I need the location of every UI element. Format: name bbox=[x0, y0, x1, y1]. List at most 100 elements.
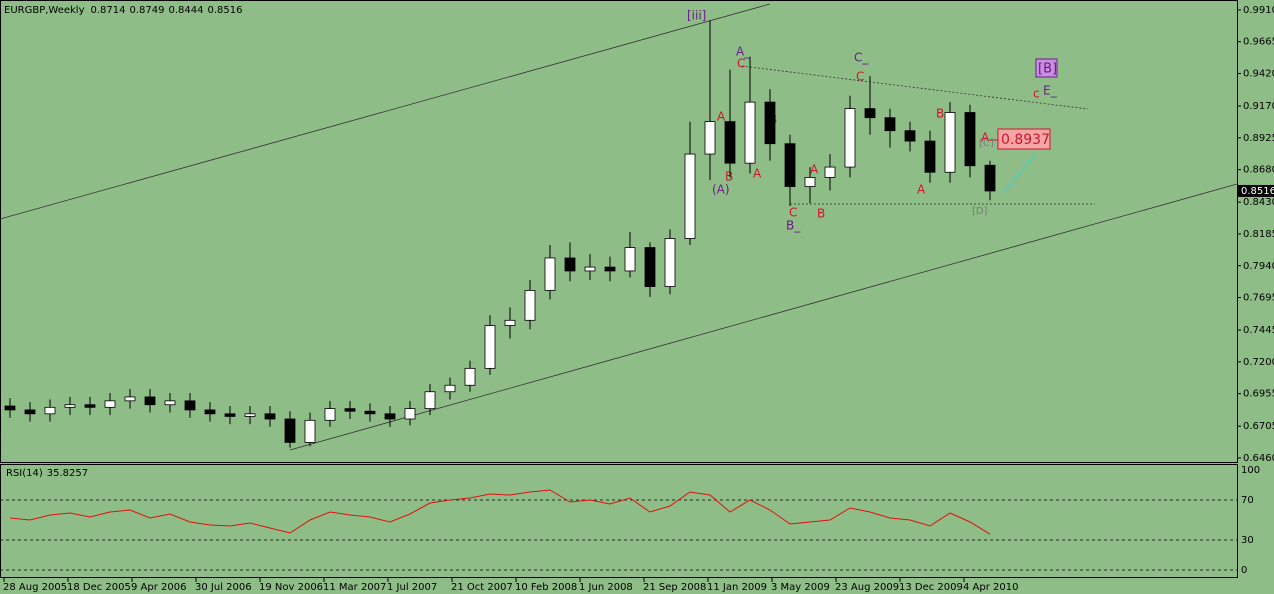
y-tick-label: 0.6705 bbox=[1243, 421, 1274, 432]
candle-body bbox=[604, 266, 616, 272]
x-tick-label: 1 Jun 2008 bbox=[579, 582, 633, 593]
candle-body bbox=[644, 247, 656, 287]
x-tick-label: 18 Dec 2005 bbox=[67, 582, 131, 593]
wave-label: B bbox=[817, 207, 825, 221]
candle-body bbox=[224, 413, 236, 417]
x-tick-label: 21 Sep 2008 bbox=[643, 582, 706, 593]
header-high: 0.8749 bbox=[130, 5, 165, 16]
channel-lower bbox=[289, 183, 1238, 451]
candle-body bbox=[164, 400, 176, 406]
wave-label: [iii] bbox=[687, 9, 706, 23]
rsi-title: RSI(14) bbox=[6, 468, 43, 479]
wave-label: C bbox=[789, 206, 797, 220]
wave-label: C_ bbox=[854, 51, 869, 65]
candle-body bbox=[124, 396, 136, 402]
candle-body bbox=[764, 101, 776, 145]
y-tick-label: 0.8185 bbox=[1243, 229, 1274, 240]
wave-label: [C] bbox=[979, 138, 994, 149]
target-label: 0.8937 bbox=[1001, 132, 1050, 148]
candle-body bbox=[144, 396, 156, 406]
candle-body bbox=[964, 112, 976, 167]
y-tick-label: 0.7445 bbox=[1243, 325, 1274, 336]
candle-body bbox=[84, 404, 96, 408]
candle-body bbox=[284, 418, 296, 443]
candle-body bbox=[624, 247, 636, 272]
candle-body bbox=[484, 325, 496, 369]
candle-body bbox=[404, 408, 416, 420]
y-tick-label: 70 bbox=[1241, 495, 1254, 506]
candle-body bbox=[384, 413, 396, 420]
x-tick-label: 11 Jan 2009 bbox=[707, 582, 767, 593]
candle-body bbox=[544, 257, 556, 291]
wave-label: C bbox=[737, 57, 745, 71]
candle-body bbox=[924, 140, 936, 173]
x-tick-label: 30 Jul 2006 bbox=[195, 582, 252, 593]
wave-label: B bbox=[725, 170, 733, 184]
candle-body bbox=[824, 166, 836, 178]
header: EURGBP,Weekly 0.8714 0.8749 0.8444 0.8516 bbox=[4, 5, 243, 16]
x-tick-label: 9 Apr 2006 bbox=[131, 582, 186, 593]
candle-body bbox=[844, 108, 856, 168]
candle-body bbox=[864, 108, 876, 119]
projection bbox=[1002, 154, 1036, 194]
x-tick-label: 10 Feb 2008 bbox=[515, 582, 577, 593]
last-price: 0.8516 bbox=[1241, 186, 1274, 197]
rsi-header: RSI(14) 35.8257 bbox=[6, 468, 88, 479]
wave-label: A bbox=[753, 167, 762, 181]
candle-body bbox=[904, 130, 916, 142]
x-tick-label: 13 Dec 2009 bbox=[899, 582, 963, 593]
candle-body bbox=[524, 290, 536, 321]
wave-label: A bbox=[810, 163, 819, 177]
candle-body bbox=[204, 409, 216, 415]
candle-body bbox=[244, 413, 256, 417]
x-tick-label: 23 Aug 2009 bbox=[835, 582, 899, 593]
x-tick-label: 19 Nov 2006 bbox=[259, 582, 323, 593]
candle-body bbox=[944, 112, 956, 173]
candle-body bbox=[424, 391, 436, 410]
header-close: 0.8516 bbox=[208, 5, 243, 16]
wave-label: [B] bbox=[1038, 62, 1057, 77]
y-tick-label: 0.7695 bbox=[1243, 293, 1274, 304]
candle-body bbox=[324, 408, 336, 421]
wave-label: A bbox=[717, 110, 726, 124]
candle-body bbox=[744, 101, 756, 164]
candle-body bbox=[564, 257, 576, 272]
rsi-last: 35.8257 bbox=[47, 468, 88, 479]
candle-body bbox=[64, 404, 76, 408]
rsi-line bbox=[9, 489, 991, 535]
candle-body bbox=[264, 413, 276, 420]
candle-body bbox=[304, 419, 316, 443]
x-tick-label: 4 Apr 2010 bbox=[963, 582, 1018, 593]
candle-body bbox=[364, 410, 376, 415]
wave-label: c bbox=[1033, 87, 1040, 101]
candle-body bbox=[24, 409, 36, 415]
candle-body bbox=[344, 408, 356, 412]
wave-label: B bbox=[936, 107, 944, 121]
y-tick-label: 100 bbox=[1241, 465, 1260, 476]
wave-label: E_ bbox=[1043, 84, 1058, 98]
header-open: 0.8714 bbox=[91, 5, 126, 16]
wave-label: [D] bbox=[972, 206, 988, 217]
candle-body bbox=[664, 238, 676, 287]
rsi-panel bbox=[0, 464, 1238, 578]
candle-body bbox=[44, 406, 56, 415]
candle-body bbox=[804, 177, 816, 187]
candle-body bbox=[704, 121, 716, 155]
last-price-box bbox=[1238, 184, 1274, 197]
x-tick-label: 3 May 2009 bbox=[771, 582, 830, 593]
x-tick-label: 21 Oct 2007 bbox=[451, 582, 513, 593]
target-box bbox=[997, 128, 1051, 150]
candle-body bbox=[104, 400, 116, 408]
wave-label: A_ bbox=[736, 45, 751, 59]
wave-label: B_ bbox=[786, 219, 801, 233]
wave-label: (A) bbox=[712, 183, 730, 197]
candle-body bbox=[724, 121, 736, 164]
